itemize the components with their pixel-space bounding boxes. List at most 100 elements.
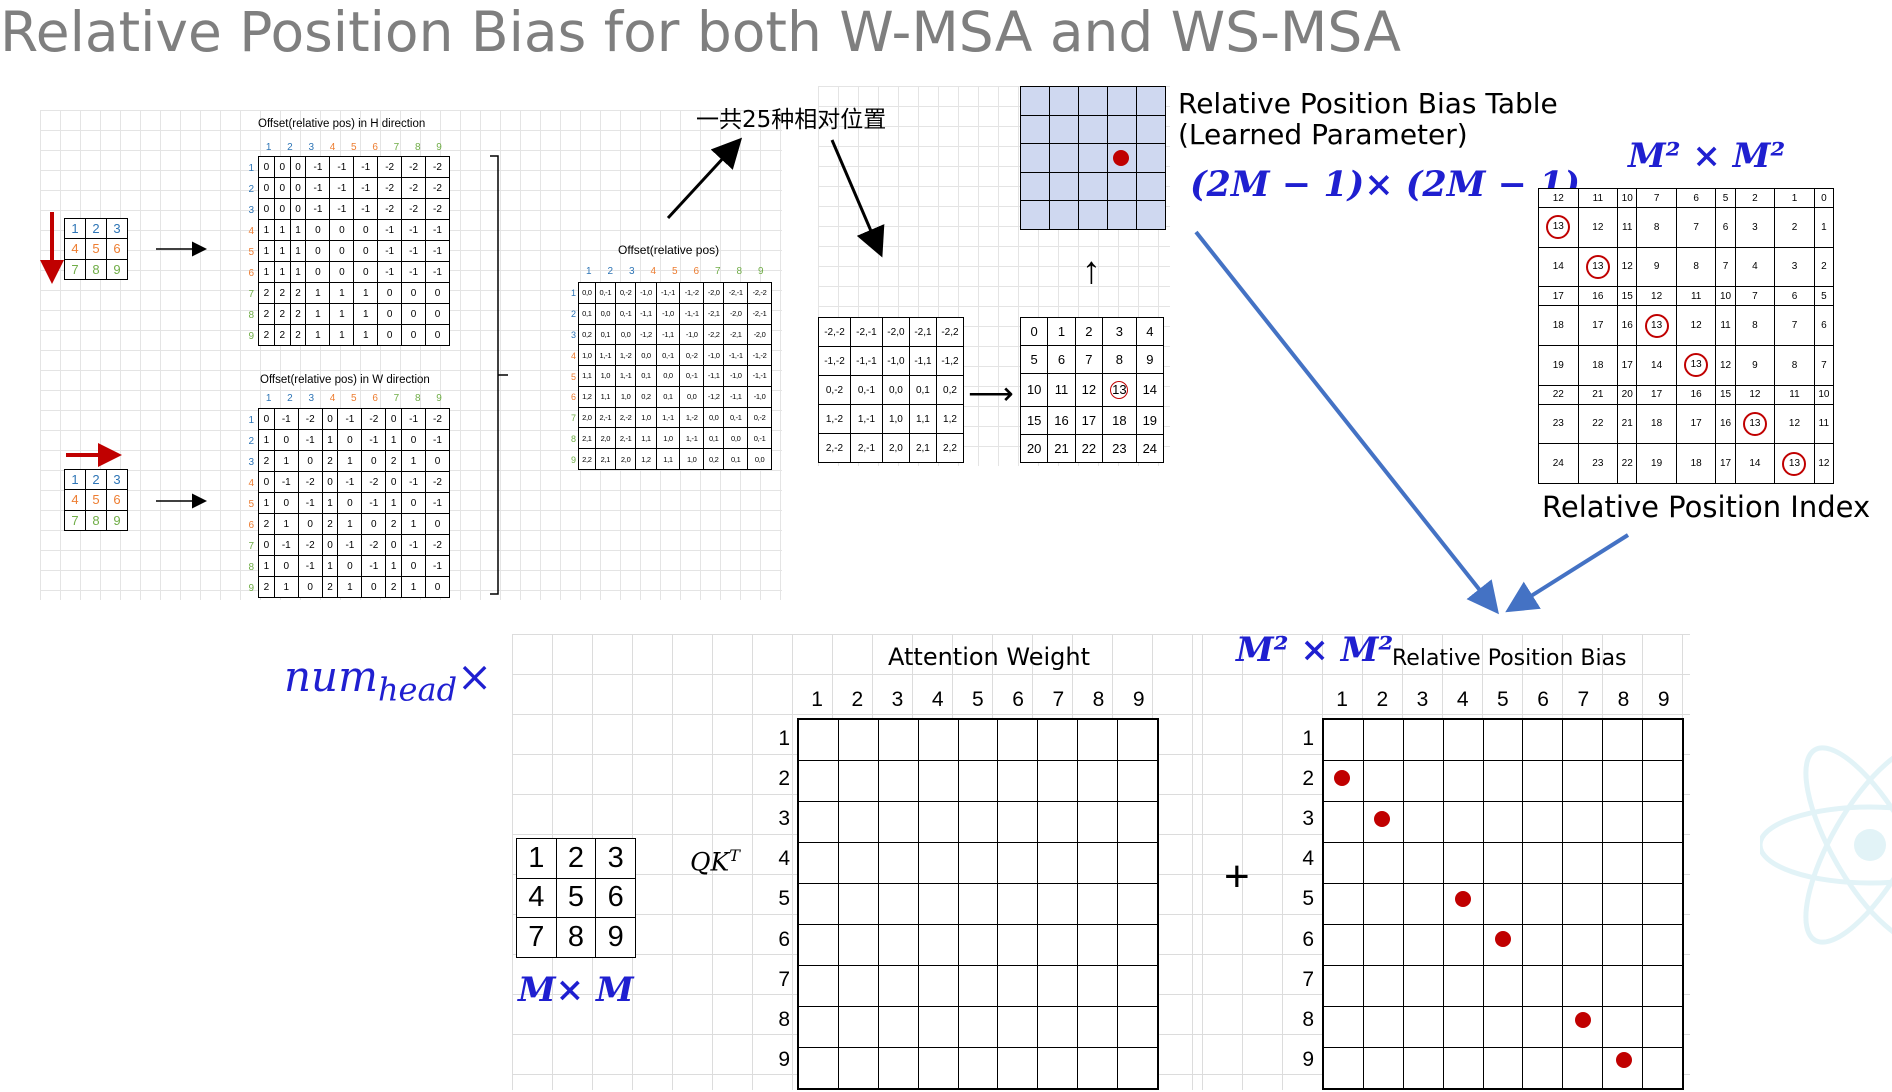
bias-matrix-row <box>1322 842 1684 884</box>
relative-position-index-cell: 2 <box>1774 207 1815 248</box>
attention-cell <box>837 924 879 966</box>
bias-matrix-cell <box>1562 924 1604 966</box>
attention-cell <box>957 1006 999 1048</box>
axis-row-label: 3 <box>248 204 254 216</box>
bias-matrix-cell <box>1402 718 1444 761</box>
axis-col-label: 6 <box>1537 688 1549 711</box>
attention-cell <box>997 1006 1039 1048</box>
bias-matrix-cell <box>1322 718 1364 761</box>
relative-position-index-cell: 12 <box>1813 443 1835 484</box>
attention-cell <box>877 924 919 966</box>
relative-index-cell: 21 <box>1047 434 1076 463</box>
bias-matrix-cell <box>1602 842 1643 884</box>
attention-cell <box>1037 924 1079 966</box>
attention-cell <box>957 760 999 802</box>
axis-col-label: 5 <box>1497 688 1509 711</box>
relative-index-row: 20 21 22 23 24 <box>1019 434 1165 463</box>
relative-index-cell: 14 <box>1135 372 1165 408</box>
attention-cell <box>1117 801 1159 843</box>
combined-offset-cell: 1,0 <box>679 448 705 470</box>
relative-position-bias-title: Relative Position Bias <box>1392 646 1627 671</box>
bias-matrix-cell <box>1602 718 1643 761</box>
combined-offset-title: Offset(relative pos) <box>618 243 720 257</box>
axis-row-label: 1 <box>248 414 254 426</box>
attention-cell <box>837 801 879 843</box>
bias-matrix-cell <box>1522 718 1564 761</box>
relative-offset-cell: 0,-1 <box>849 375 883 405</box>
attention-cell <box>797 1047 839 1090</box>
h-offset-row: 0 0 0 -1 -1 -1 -2 -2 -2 <box>258 156 450 178</box>
axis-row-label: 7 <box>778 967 790 991</box>
axis-col-label: 1 <box>265 393 272 404</box>
bias-matrix-cell <box>1642 842 1684 884</box>
attention-weight-title: Attention Weight <box>888 643 1091 671</box>
relative-index-cell: 11 <box>1047 372 1076 408</box>
axis-row-label: 9 <box>248 583 254 595</box>
bias-matrix-cell <box>1642 965 1684 1007</box>
relative-offset-cell: 2,1 <box>908 433 937 463</box>
attention-row <box>797 718 1159 761</box>
relative-index-cell: 15 <box>1019 406 1049 435</box>
axis-col-label: 5 <box>351 142 357 153</box>
bias-matrix-row <box>1322 924 1684 966</box>
attention-cell <box>837 718 879 761</box>
relative-position-index-cell: 15 <box>1715 384 1736 405</box>
relative-position-index-cell: 22 <box>1617 443 1638 484</box>
axis-col-label: 1 <box>265 142 272 153</box>
axis-row-label: 9 <box>248 331 254 343</box>
bias-matrix-cell <box>1602 924 1643 966</box>
axis-row-label: 7 <box>248 289 254 301</box>
page-title: Relative Position Bias for both W-MSA an… <box>0 0 1401 64</box>
window-large-cell: 4 <box>516 877 557 919</box>
relative-position-index-cell: 10 <box>1715 286 1736 307</box>
bias-matrix-cell <box>1402 1006 1444 1048</box>
num-head-sub: head <box>377 670 458 709</box>
relative-position-index-cell: 17 <box>1715 443 1736 484</box>
relative-position-index-cell: 16 <box>1715 403 1736 445</box>
axis-row-label: 1 <box>1302 726 1314 750</box>
relative-position-index-cell: 1 <box>1813 207 1835 248</box>
index-to-result-arrow <box>1505 533 1630 613</box>
attention-cell <box>1077 965 1118 1007</box>
axis-col-label: 7 <box>1052 688 1065 711</box>
relative-position-count-note: 一共25种相对位置 <box>696 107 887 133</box>
bias-table-cell <box>1020 200 1050 230</box>
axis-col-label: 6 <box>1012 688 1024 711</box>
attention-cell <box>797 718 839 761</box>
axis-col-label: 9 <box>436 142 442 153</box>
bias-matrix-cell <box>1522 1047 1564 1090</box>
relative-offset-row: -1,-2 -1,-1 -1,0 -1,1 -1,2 <box>818 346 965 376</box>
axis-col-label: 8 <box>736 266 743 277</box>
relative-offset-cell: 2,2 <box>935 433 965 463</box>
attention-cell <box>957 718 999 761</box>
axis-col-label: 9 <box>757 266 764 277</box>
relative-position-index-cell: 18 <box>1675 443 1717 484</box>
relative-index-cell: 17 <box>1074 406 1104 435</box>
relative-index-cell: 20 <box>1019 434 1049 463</box>
axis-col-label: 4 <box>329 142 336 153</box>
bias-matrix-cell <box>1362 924 1404 966</box>
axis-row-label: 4 <box>570 350 576 361</box>
attention-cell <box>957 883 999 925</box>
axis-row-label: 8 <box>778 1008 790 1031</box>
w-offset-cell: 0 <box>361 576 387 598</box>
bias-matrix-cell <box>1482 1047 1524 1090</box>
axis-row-label: 9 <box>1302 1048 1314 1072</box>
bias-table-size: (2M − 1)× (2M − 1) <box>1190 164 1581 205</box>
circled-index: 13 <box>1110 380 1129 399</box>
h-offset-cell: -2 <box>425 156 450 178</box>
num-head-times: × <box>457 652 493 701</box>
bias-matrix-cell <box>1562 965 1604 1007</box>
bias-matrix-cell <box>1642 1047 1684 1090</box>
relative-position-index-cell: 17 <box>1617 344 1638 386</box>
w-offset-row: 0 -1 -2 0 -1 -2 0 -1 -2 <box>258 534 450 556</box>
axis-col-label: 5 <box>671 266 678 277</box>
relative-offset-cell: -1,0 <box>881 346 910 376</box>
bias-table-selected-dot <box>1113 150 1129 166</box>
attention-row <box>797 924 1159 966</box>
bias-matrix-cell <box>1562 883 1604 925</box>
